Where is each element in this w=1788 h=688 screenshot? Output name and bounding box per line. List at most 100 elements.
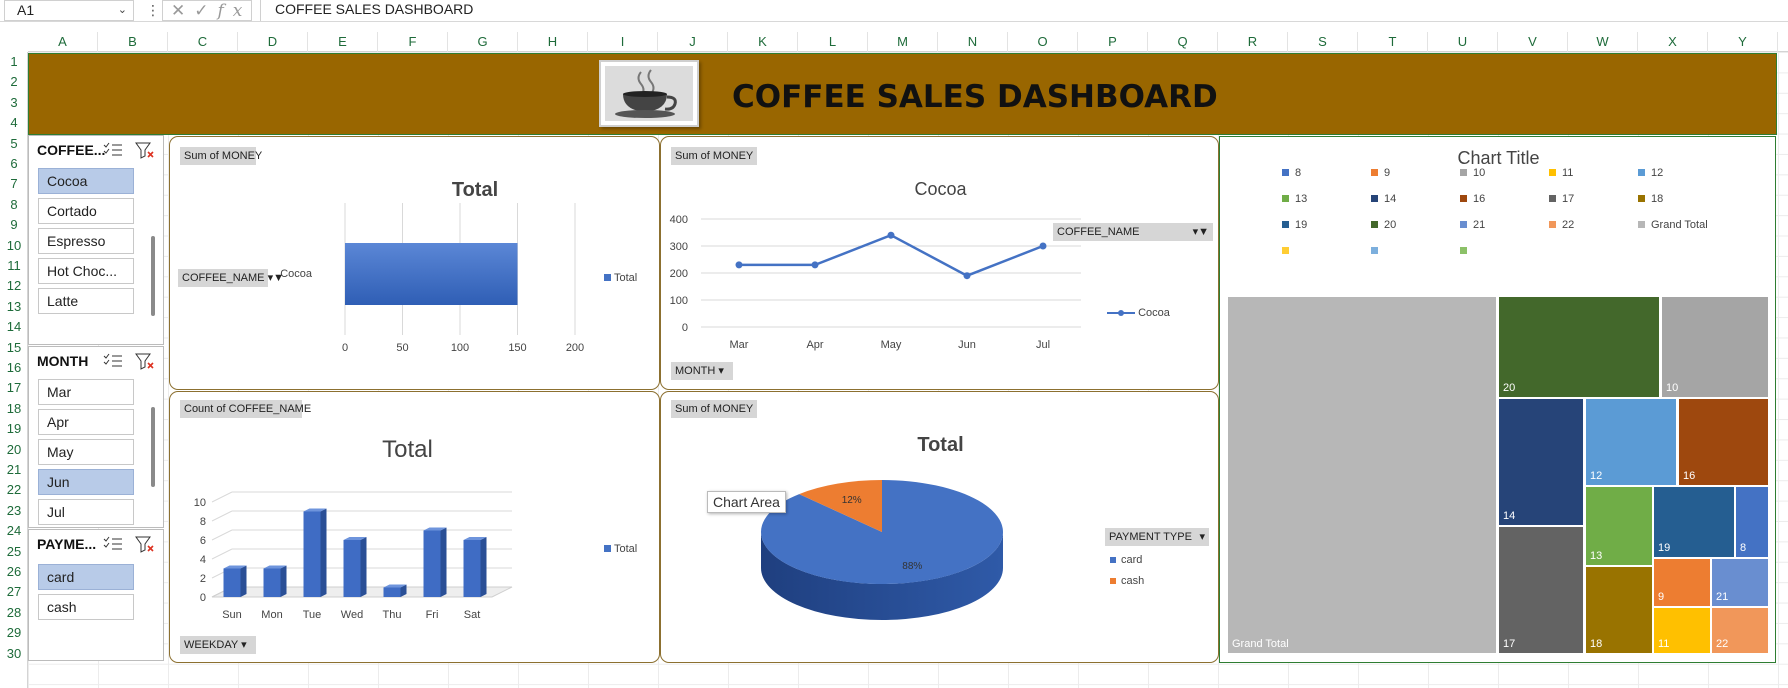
column-header-W[interactable]: W xyxy=(1568,32,1638,52)
legend-entry[interactable]: 19 xyxy=(1282,219,1307,231)
column-header-Q[interactable]: Q xyxy=(1148,32,1218,52)
column-chart-weekday[interactable]: Count of COFFEE_NAME Total WEEKDAY ▾ 0 2 4… xyxy=(169,391,660,663)
row-header-18[interactable]: 18 xyxy=(6,400,22,416)
column-header-F[interactable]: F xyxy=(378,32,448,52)
column-header-I[interactable]: I xyxy=(588,32,658,52)
legend-entry[interactable]: 18 xyxy=(1638,193,1663,205)
column-header-P[interactable]: P xyxy=(1078,32,1148,52)
slicer-item[interactable]: Cortado xyxy=(38,198,134,224)
treemap-tile[interactable] xyxy=(1662,297,1768,397)
column-header-O[interactable]: O xyxy=(1008,32,1078,52)
legend-entry[interactable]: Grand Total xyxy=(1638,219,1708,231)
treemap-chart[interactable]: Chart Title 8 9 10 11 12 13 14 16 17 18 19 20 21 22 Gr… xyxy=(1219,136,1776,663)
treemap-tile[interactable] xyxy=(1654,559,1710,606)
row-header-14[interactable]: 14 xyxy=(6,319,22,335)
row-header-16[interactable]: 16 xyxy=(6,360,22,375)
row-header-10[interactable]: 10 xyxy=(6,237,22,253)
legend-entry[interactable]: 13 xyxy=(1282,193,1307,205)
row-header-30[interactable]: 30 xyxy=(6,645,22,661)
row-header-26[interactable]: 26 xyxy=(6,564,22,579)
column-header-N[interactable]: N xyxy=(938,32,1008,52)
bar-chart-total[interactable]: Sum of MONEY Total COFFEE_NAME ▾▼ 0 50 100… xyxy=(169,136,660,390)
legend-entry[interactable]: 16 xyxy=(1460,193,1485,205)
slicer-payment-type[interactable]: PAYME... card cash xyxy=(28,529,164,661)
legend-entry[interactable]: 12 xyxy=(1638,167,1663,179)
column-header-E[interactable]: E xyxy=(308,32,378,52)
field-button-value[interactable]: Sum of MONEY xyxy=(671,400,757,418)
row-header-29[interactable]: 29 xyxy=(6,625,22,641)
legend-entry[interactable]: 10 xyxy=(1460,167,1485,179)
pie-chart-payment[interactable]: Sum of MONEY Total 88% 12% Chart Area PAY… xyxy=(660,391,1219,663)
column-header-H[interactable]: H xyxy=(518,32,588,52)
dropdown-icon[interactable]: ▾ xyxy=(718,365,724,377)
field-button-axis[interactable]: MONTH ▾ xyxy=(671,362,733,380)
field-button-filter[interactable]: COFFEE_NAME ▾▼ xyxy=(1053,223,1213,241)
chevron-down-icon[interactable]: ⌄ xyxy=(117,4,127,16)
column-header-V[interactable]: V xyxy=(1498,32,1568,52)
column-header-M[interactable]: M xyxy=(868,32,938,52)
slicer-item[interactable]: Hot Choc... xyxy=(38,258,134,284)
row-header-5[interactable]: 5 xyxy=(10,135,18,151)
slicer-item[interactable]: Jun xyxy=(38,469,134,495)
clear-filter-icon[interactable] xyxy=(135,535,155,553)
function-icon[interactable]: fx xyxy=(217,1,252,21)
slicer-item[interactable]: Cocoa xyxy=(38,168,134,194)
field-button-legend[interactable]: PAYMENT TYPE ▾ xyxy=(1105,528,1209,546)
legend-entry[interactable]: Total xyxy=(604,272,637,284)
treemap-tile[interactable] xyxy=(1228,297,1496,653)
legend-entry[interactable]: 11 xyxy=(1549,167,1573,179)
name-box[interactable]: A1 ⌄ xyxy=(4,0,134,21)
treemap-tile[interactable] xyxy=(1654,608,1710,653)
treemap-tile[interactable] xyxy=(1736,487,1768,557)
legend-entry[interactable]: 9 xyxy=(1371,167,1390,179)
legend-entry[interactable] xyxy=(1460,245,1473,257)
dropdown-icon[interactable]: ▾ xyxy=(241,639,247,651)
treemap-tile[interactable] xyxy=(1586,567,1652,653)
column-header-D[interactable]: D xyxy=(238,32,308,52)
legend-entry[interactable]: 8 xyxy=(1282,167,1301,179)
row-header-19[interactable]: 19 xyxy=(6,421,22,437)
clear-filter-icon[interactable] xyxy=(135,352,155,370)
chart-title[interactable]: Chart Title xyxy=(1457,148,1540,168)
slicer-item[interactable]: Apr xyxy=(38,409,134,435)
column-header-K[interactable]: K xyxy=(728,32,798,52)
slicer-item[interactable]: Latte xyxy=(38,288,134,314)
legend-entry[interactable]: Total xyxy=(604,543,637,555)
row-header-13[interactable]: 13 xyxy=(6,298,22,314)
row-header-6[interactable]: 6 xyxy=(10,156,18,171)
chart-title[interactable]: Total xyxy=(382,436,433,463)
treemap-tile[interactable] xyxy=(1586,399,1676,485)
formula-input[interactable]: COFFEE SALES DASHBOARD xyxy=(260,0,1788,21)
legend-entry[interactable]: 14 xyxy=(1371,193,1396,205)
slicer-item[interactable]: card xyxy=(38,564,134,590)
row-header-27[interactable]: 27 xyxy=(6,584,22,600)
clear-filter-icon[interactable] xyxy=(135,141,155,159)
row-header-9[interactable]: 9 xyxy=(10,217,18,233)
slicer-scrollbar[interactable] xyxy=(151,407,155,487)
treemap-tile[interactable] xyxy=(1586,487,1652,565)
slicer-month[interactable]: MONTH Mar Apr May Jun Jul xyxy=(28,346,164,528)
field-button-value[interactable]: Sum of MONEY xyxy=(180,147,262,165)
row-header-11[interactable]: 11 xyxy=(7,258,21,273)
column-header-T[interactable]: T xyxy=(1358,32,1428,52)
column-header-X[interactable]: X xyxy=(1638,32,1708,52)
treemap-tile[interactable] xyxy=(1499,527,1583,653)
legend-entry[interactable] xyxy=(1282,245,1295,257)
row-header-1[interactable]: 1 xyxy=(10,54,18,69)
row-header-12[interactable]: 12 xyxy=(6,278,22,294)
chart-title[interactable]: Total xyxy=(917,434,964,456)
legend-entry[interactable] xyxy=(1371,245,1384,257)
field-button-row[interactable]: COFFEE_NAME ▾▼ xyxy=(178,269,284,287)
legend-entry[interactable]: 21 xyxy=(1460,219,1485,231)
legend-entry[interactable]: 17 xyxy=(1549,193,1574,205)
filter-dropdown-icon[interactable]: ▾▼ xyxy=(267,272,284,284)
column-header-L[interactable]: L xyxy=(798,32,868,52)
row-header-15[interactable]: 15 xyxy=(6,339,22,355)
cancel-icon[interactable]: ✕ xyxy=(171,1,195,20)
column-header-J[interactable]: J xyxy=(658,32,728,52)
column-header-S[interactable]: S xyxy=(1288,32,1358,52)
column-header-U[interactable]: U xyxy=(1428,32,1498,52)
treemap-tile[interactable] xyxy=(1499,399,1583,525)
slicer-item[interactable]: Jul xyxy=(38,499,134,525)
row-header-17[interactable]: 17 xyxy=(6,380,22,396)
